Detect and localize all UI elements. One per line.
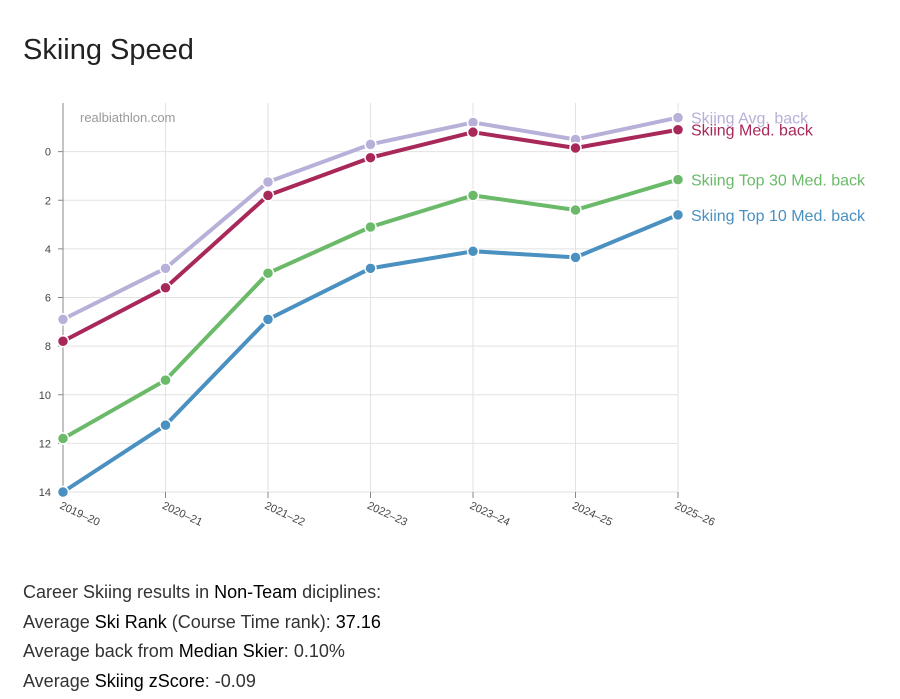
x-tick-label: 2024–25	[570, 500, 614, 529]
y-tick-label: 4	[45, 244, 51, 256]
summary-text: diciplines:	[297, 582, 382, 602]
series-avg	[56, 111, 685, 326]
summary-text: Average back from	[23, 641, 179, 661]
summary-line-1: Career Skiing results in Non-Team dicipl…	[23, 578, 381, 608]
watermark: realbiathlon.com	[80, 110, 175, 125]
axes: 0 2 4 6 8 10 12 14 2019–20 2020–21 2021–22 2022–23 2…	[39, 103, 717, 529]
legend-label-top30: Skiing Top 30 Med. back	[691, 173, 866, 190]
y-tick-label: 2	[45, 195, 51, 207]
legend-label-top10: Skiing Top 10 Med. back	[691, 208, 866, 225]
y-tick-label: 10	[39, 390, 51, 402]
x-tick-label: 2019–20	[58, 500, 102, 529]
series-top30	[56, 173, 685, 445]
summary-emphasis: Non-Team	[214, 582, 298, 602]
x-tick-label: 2021–22	[263, 500, 307, 529]
data-point-top10	[56, 485, 70, 499]
summary-text: Career Skiing results in	[23, 582, 215, 602]
summary-line-4: Average Skiing zScore: -0.09	[23, 667, 381, 697]
data-point-med	[56, 335, 70, 348]
data-point-top10	[466, 245, 480, 258]
y-tick-label: 6	[45, 293, 51, 305]
summary-text: :	[204, 670, 215, 691]
data-point-top30	[569, 203, 582, 217]
legend-label-avg: Skiing Avg. back	[691, 111, 809, 128]
data-point-med	[364, 151, 377, 164]
x-tick-label: 2022–23	[365, 500, 409, 529]
avg-back-median-value: 0.10%	[293, 641, 345, 661]
data-point-avg	[671, 111, 685, 124]
x-tick-label: 2020–21	[160, 500, 204, 529]
data-point-top10	[159, 418, 172, 432]
summary-text: Average	[23, 611, 95, 632]
career-summary: Career Skiing results in Non-Team dicipl…	[23, 578, 381, 696]
data-point-avg	[364, 138, 377, 151]
summary-emphasis: Median Skier	[178, 641, 284, 661]
data-point-med	[261, 189, 275, 202]
summary-text: (Course Time rank):	[166, 611, 336, 632]
data-point-top30	[56, 432, 70, 445]
page-title: Skiing Speed	[23, 34, 194, 66]
summary-line-2: Average Ski Rank (Course Time rank): 37.…	[23, 608, 381, 638]
data-point-top30	[159, 373, 172, 387]
y-tick-label: 8	[45, 341, 51, 353]
data-point-avg	[56, 313, 70, 326]
summary-emphasis: Skiing zScore	[94, 670, 205, 691]
data-point-top30	[671, 173, 685, 186]
data-point-med	[671, 123, 685, 136]
summary-line-3: Average back from Median Skier: 0.10%	[23, 637, 381, 667]
data-point-top10	[261, 313, 275, 326]
data-point-top10	[364, 262, 377, 275]
legend-label-med: Skiing Med. back	[691, 123, 814, 140]
y-tick-label: 0	[45, 147, 51, 159]
series-med	[56, 123, 685, 348]
data-point-med	[466, 125, 480, 139]
series	[56, 111, 685, 499]
data-point-top30	[261, 266, 275, 280]
avg-zscore-value: -0.09	[214, 670, 256, 691]
summary-text: Average	[23, 670, 95, 691]
data-point-med	[159, 281, 172, 295]
y-tick-label: 14	[39, 487, 51, 499]
data-point-top10	[569, 251, 582, 264]
data-point-avg	[261, 175, 275, 189]
summary-text: :	[283, 641, 294, 661]
y-tick-label: 12	[39, 438, 51, 450]
data-point-med	[569, 141, 582, 155]
avg-ski-rank-value: 37.16	[335, 611, 381, 632]
data-point-top30	[364, 220, 377, 234]
x-tick-label: 2025–26	[673, 500, 717, 529]
summary-emphasis: Ski Rank	[94, 611, 167, 632]
data-point-top10	[671, 208, 685, 222]
skiing-speed-chart: 0 2 4 6 8 10 12 14 2019–20 2020–21 2021–22 2022–23 2…	[39, 103, 866, 529]
data-point-top30	[466, 189, 480, 202]
data-point-avg	[159, 262, 172, 275]
series-top10	[56, 208, 685, 499]
x-tick-label: 2023–24	[468, 500, 512, 529]
